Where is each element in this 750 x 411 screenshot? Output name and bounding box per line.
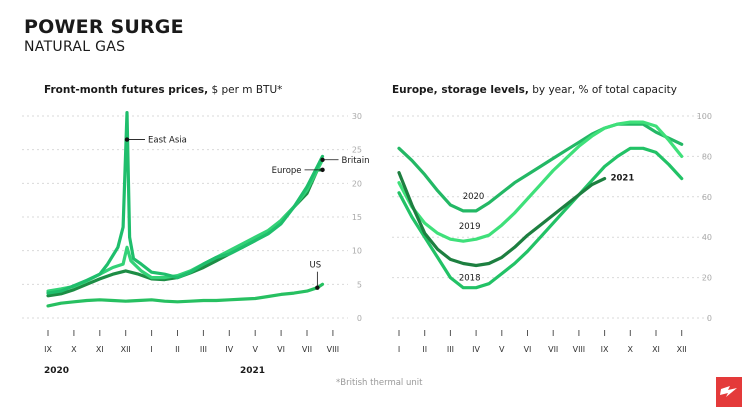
series-label-2018: 2018 (459, 274, 481, 284)
left-x-tick-label-3: XII (121, 345, 131, 354)
left-y-tick-label-5: 5 (357, 280, 362, 289)
chart-subtitle: NATURAL GAS (24, 39, 126, 55)
series-label-2021: 2021 (611, 174, 635, 184)
year-label-2021: 2021 (240, 366, 266, 376)
right-y-tick-label-80: 80 (702, 152, 712, 161)
right-x-tick-label-5: VI (524, 345, 532, 354)
left-y-tick-label-30: 30 (352, 112, 362, 121)
britain-label: Britain (342, 156, 370, 166)
left-x-tick-label-9: VI (277, 345, 285, 354)
line-storage-2021 (397, 171, 607, 268)
left-x-tick-label-1: X (71, 345, 77, 354)
line-storage-2019 (397, 120, 684, 243)
right-x-tick-label-8: IX (601, 345, 609, 354)
right-y-tick-label-60: 60 (702, 193, 712, 202)
east-asia-label: East Asia (148, 136, 187, 146)
series-label-2019: 2019 (459, 222, 481, 232)
footnote: *British thermal unit (336, 378, 423, 388)
left-x-tick-label-5: II (175, 345, 180, 354)
right-chart-title: Europe, storage levels, by year, % of to… (392, 84, 677, 96)
right-chart-title-bold: Europe, storage levels, (392, 84, 529, 96)
right-x-tick-label-1: II (422, 345, 427, 354)
brand-logo (716, 377, 742, 407)
left-y-tick-label-10: 10 (352, 247, 362, 256)
right-y-tick-label-20: 20 (702, 274, 712, 283)
left-y-tick-label-20: 20 (352, 179, 362, 188)
line-us (46, 282, 325, 308)
left-x-tick-label-6: III (200, 345, 207, 354)
line-europe (46, 168, 325, 298)
line-east-asia (46, 111, 325, 295)
right-x-tick-label-3: IV (472, 345, 480, 354)
left-x-tick-label-8: V (252, 345, 258, 354)
right-chart-title-rest: by year, % of total capacity (528, 84, 677, 96)
right-x-tick-label-4: V (499, 345, 505, 354)
left-chart-title-rest: $ per m BTU* (208, 84, 283, 96)
right-x-tick-label-9: X (628, 345, 634, 354)
us-label: US (310, 261, 322, 271)
series-label-2020: 2020 (463, 192, 485, 202)
left-x-tick-label-4: I (150, 345, 152, 354)
line-storage-2020 (397, 122, 684, 213)
right-x-tick-label-2: III (447, 345, 454, 354)
year-label-2020: 2020 (44, 366, 70, 376)
europe-label: Europe (272, 166, 302, 176)
left-y-tick-label-0: 0 (357, 314, 362, 323)
left-y-tick-label-25: 25 (352, 146, 362, 155)
left-chart-title: Front-month futures prices, $ per m BTU* (44, 84, 282, 96)
right-x-tick-label-0: I (398, 345, 400, 354)
left-x-tick-label-7: IV (225, 345, 233, 354)
left-x-tick-label-2: XI (96, 345, 104, 354)
left-x-tick-label-11: VIII (327, 345, 340, 354)
chart-title: POWER SURGE (24, 16, 184, 38)
brand-logo-icon (720, 386, 737, 397)
right-x-tick-label-7: VIII (573, 345, 586, 354)
right-y-tick-label-100: 100 (697, 112, 712, 121)
left-chart-title-bold: Front-month futures prices, (44, 84, 209, 96)
right-y-tick-label-40: 40 (702, 233, 712, 242)
right-x-tick-label-11: XII (677, 345, 687, 354)
britain-marker (320, 157, 325, 162)
right-x-tick-label-10: XI (652, 345, 660, 354)
left-x-tick-label-0: IX (44, 345, 52, 354)
left-y-tick-label-15: 15 (352, 213, 362, 222)
right-y-tick-label-0: 0 (707, 314, 712, 323)
line-storage-2018 (397, 146, 684, 290)
left-x-tick-label-10: VII (302, 345, 312, 354)
right-x-tick-label-6: VII (548, 345, 558, 354)
